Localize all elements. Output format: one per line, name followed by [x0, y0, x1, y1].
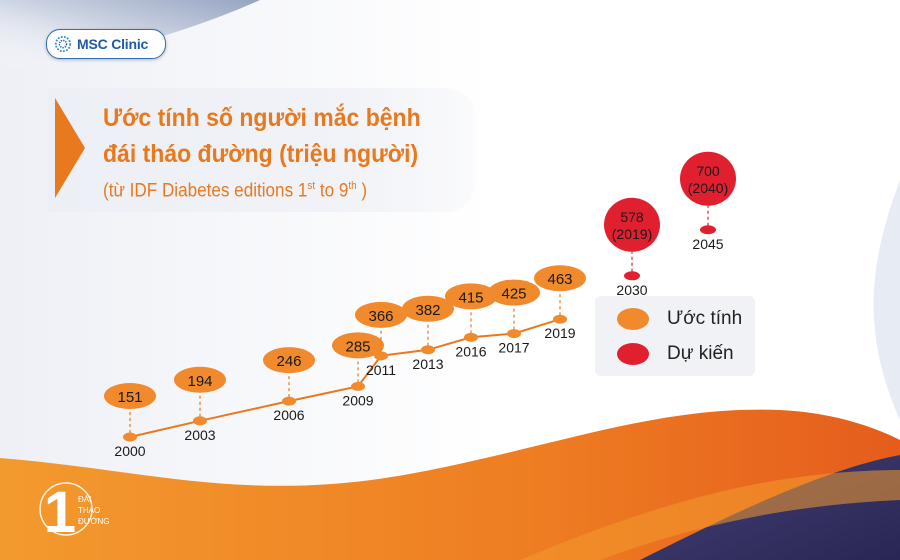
title-arrow-shape — [55, 98, 85, 198]
value-label-estimate-2017: 425 — [501, 286, 526, 303]
value-bubble-estimate-2016 — [445, 283, 497, 310]
badge-line-3: ĐƯỜNG — [78, 517, 109, 526]
data-point-estimate-2016 — [464, 332, 478, 342]
subtitle-sup-2: th — [348, 180, 357, 192]
year-label-estimate-2006: 2006 — [273, 407, 304, 423]
value-label-estimate-2006: 246 — [276, 353, 301, 370]
year-label-estimate-2000: 2000 — [114, 443, 145, 459]
data-point-estimate-2009 — [351, 381, 365, 391]
year-label-estimate-2003: 2003 — [184, 427, 215, 443]
brand-name: MSC Clinic — [77, 36, 149, 52]
data-point-projected-2045 — [700, 225, 716, 235]
value-label-estimate-2013: 382 — [415, 302, 440, 319]
legend-item-projected: Dự kiến — [617, 343, 734, 365]
diabetes-badge: 1 ĐÁI THÁO ĐƯỜNG — [39, 480, 109, 545]
data-point-estimate-2003 — [193, 416, 207, 426]
year-label-estimate-2011: 2011 — [366, 362, 396, 378]
year-label-projected-2030: 2030 — [616, 282, 647, 298]
year-label-estimate-2017: 2017 — [498, 340, 529, 356]
chart-subtitle: (từ IDF Diabetes editions 1st to 9th ) — [103, 180, 367, 202]
value-label-estimate-2003: 194 — [187, 373, 212, 390]
data-point-estimate-2000 — [123, 432, 137, 442]
year-label-estimate-2009: 2009 — [342, 392, 373, 408]
value-bubble-estimate-2009 — [332, 332, 384, 359]
year-label-estimate-2019: 2019 — [544, 325, 575, 341]
subtitle-sup-1: st — [307, 180, 316, 192]
value-bubble-projected-2030 — [604, 197, 660, 252]
value-note-projected-2030: (2019) — [612, 226, 652, 242]
value-bubble-estimate-2019 — [534, 265, 586, 292]
value-label-projected-2045: 700 — [696, 163, 720, 179]
value-label-estimate-2009: 285 — [345, 338, 370, 355]
badge-line-1: ĐÁI — [78, 495, 91, 504]
value-label-estimate-2016: 415 — [458, 289, 483, 306]
data-point-estimate-2019 — [553, 314, 567, 324]
legend-swatch-projected — [617, 343, 649, 365]
title-panel — [48, 88, 476, 212]
value-label-estimate-2000: 151 — [117, 389, 142, 406]
subtitle-suffix: ) — [356, 180, 368, 202]
badge-line-2: THÁO — [78, 506, 100, 515]
data-point-estimate-2006 — [282, 396, 296, 406]
chart-legend: Ước tính Dự kiến — [595, 296, 755, 376]
subtitle-prefix: (từ IDF Diabetes editions 1 — [103, 180, 308, 202]
year-label-estimate-2013: 2013 — [412, 356, 443, 372]
value-bubble-estimate-2017 — [488, 279, 540, 306]
value-bubble-estimate-2013 — [402, 295, 454, 322]
data-point-estimate-2013 — [421, 345, 435, 355]
legend-item-estimate: Ước tính — [617, 308, 742, 330]
value-label-estimate-2019: 463 — [547, 271, 572, 288]
msc-clinic-logo[interactable]: MSC Clinic — [46, 29, 166, 59]
value-bubble-estimate-2011 — [355, 301, 407, 328]
legend-label-projected: Dự kiến — [667, 343, 734, 364]
year-label-estimate-2016: 2016 — [455, 343, 486, 359]
value-bubble-estimate-2003 — [174, 366, 226, 393]
data-point-estimate-2017 — [507, 329, 521, 339]
chart-title-line-1: Ước tính số người mắc bệnh — [103, 104, 421, 132]
value-note-projected-2045: (2040) — [688, 180, 728, 196]
legend-swatch-estimate — [617, 308, 649, 330]
legend-label-estimate: Ước tính — [667, 308, 743, 329]
value-bubble-projected-2045 — [680, 151, 736, 206]
data-point-projected-2030 — [624, 271, 640, 281]
value-label-projected-2030: 578 — [620, 209, 644, 225]
chart-title-line-2: đái tháo đường (triệu người) — [103, 140, 419, 168]
data-point-estimate-2011 — [374, 351, 388, 361]
clinic-logo-icon — [54, 35, 72, 53]
value-label-estimate-2011: 366 — [368, 308, 393, 325]
badge-number: 1 — [44, 480, 76, 545]
year-label-projected-2045: 2045 — [692, 236, 723, 252]
subtitle-mid: to 9 — [315, 180, 349, 202]
value-bubble-estimate-2006 — [263, 347, 315, 374]
value-bubble-estimate-2000 — [104, 383, 156, 409]
